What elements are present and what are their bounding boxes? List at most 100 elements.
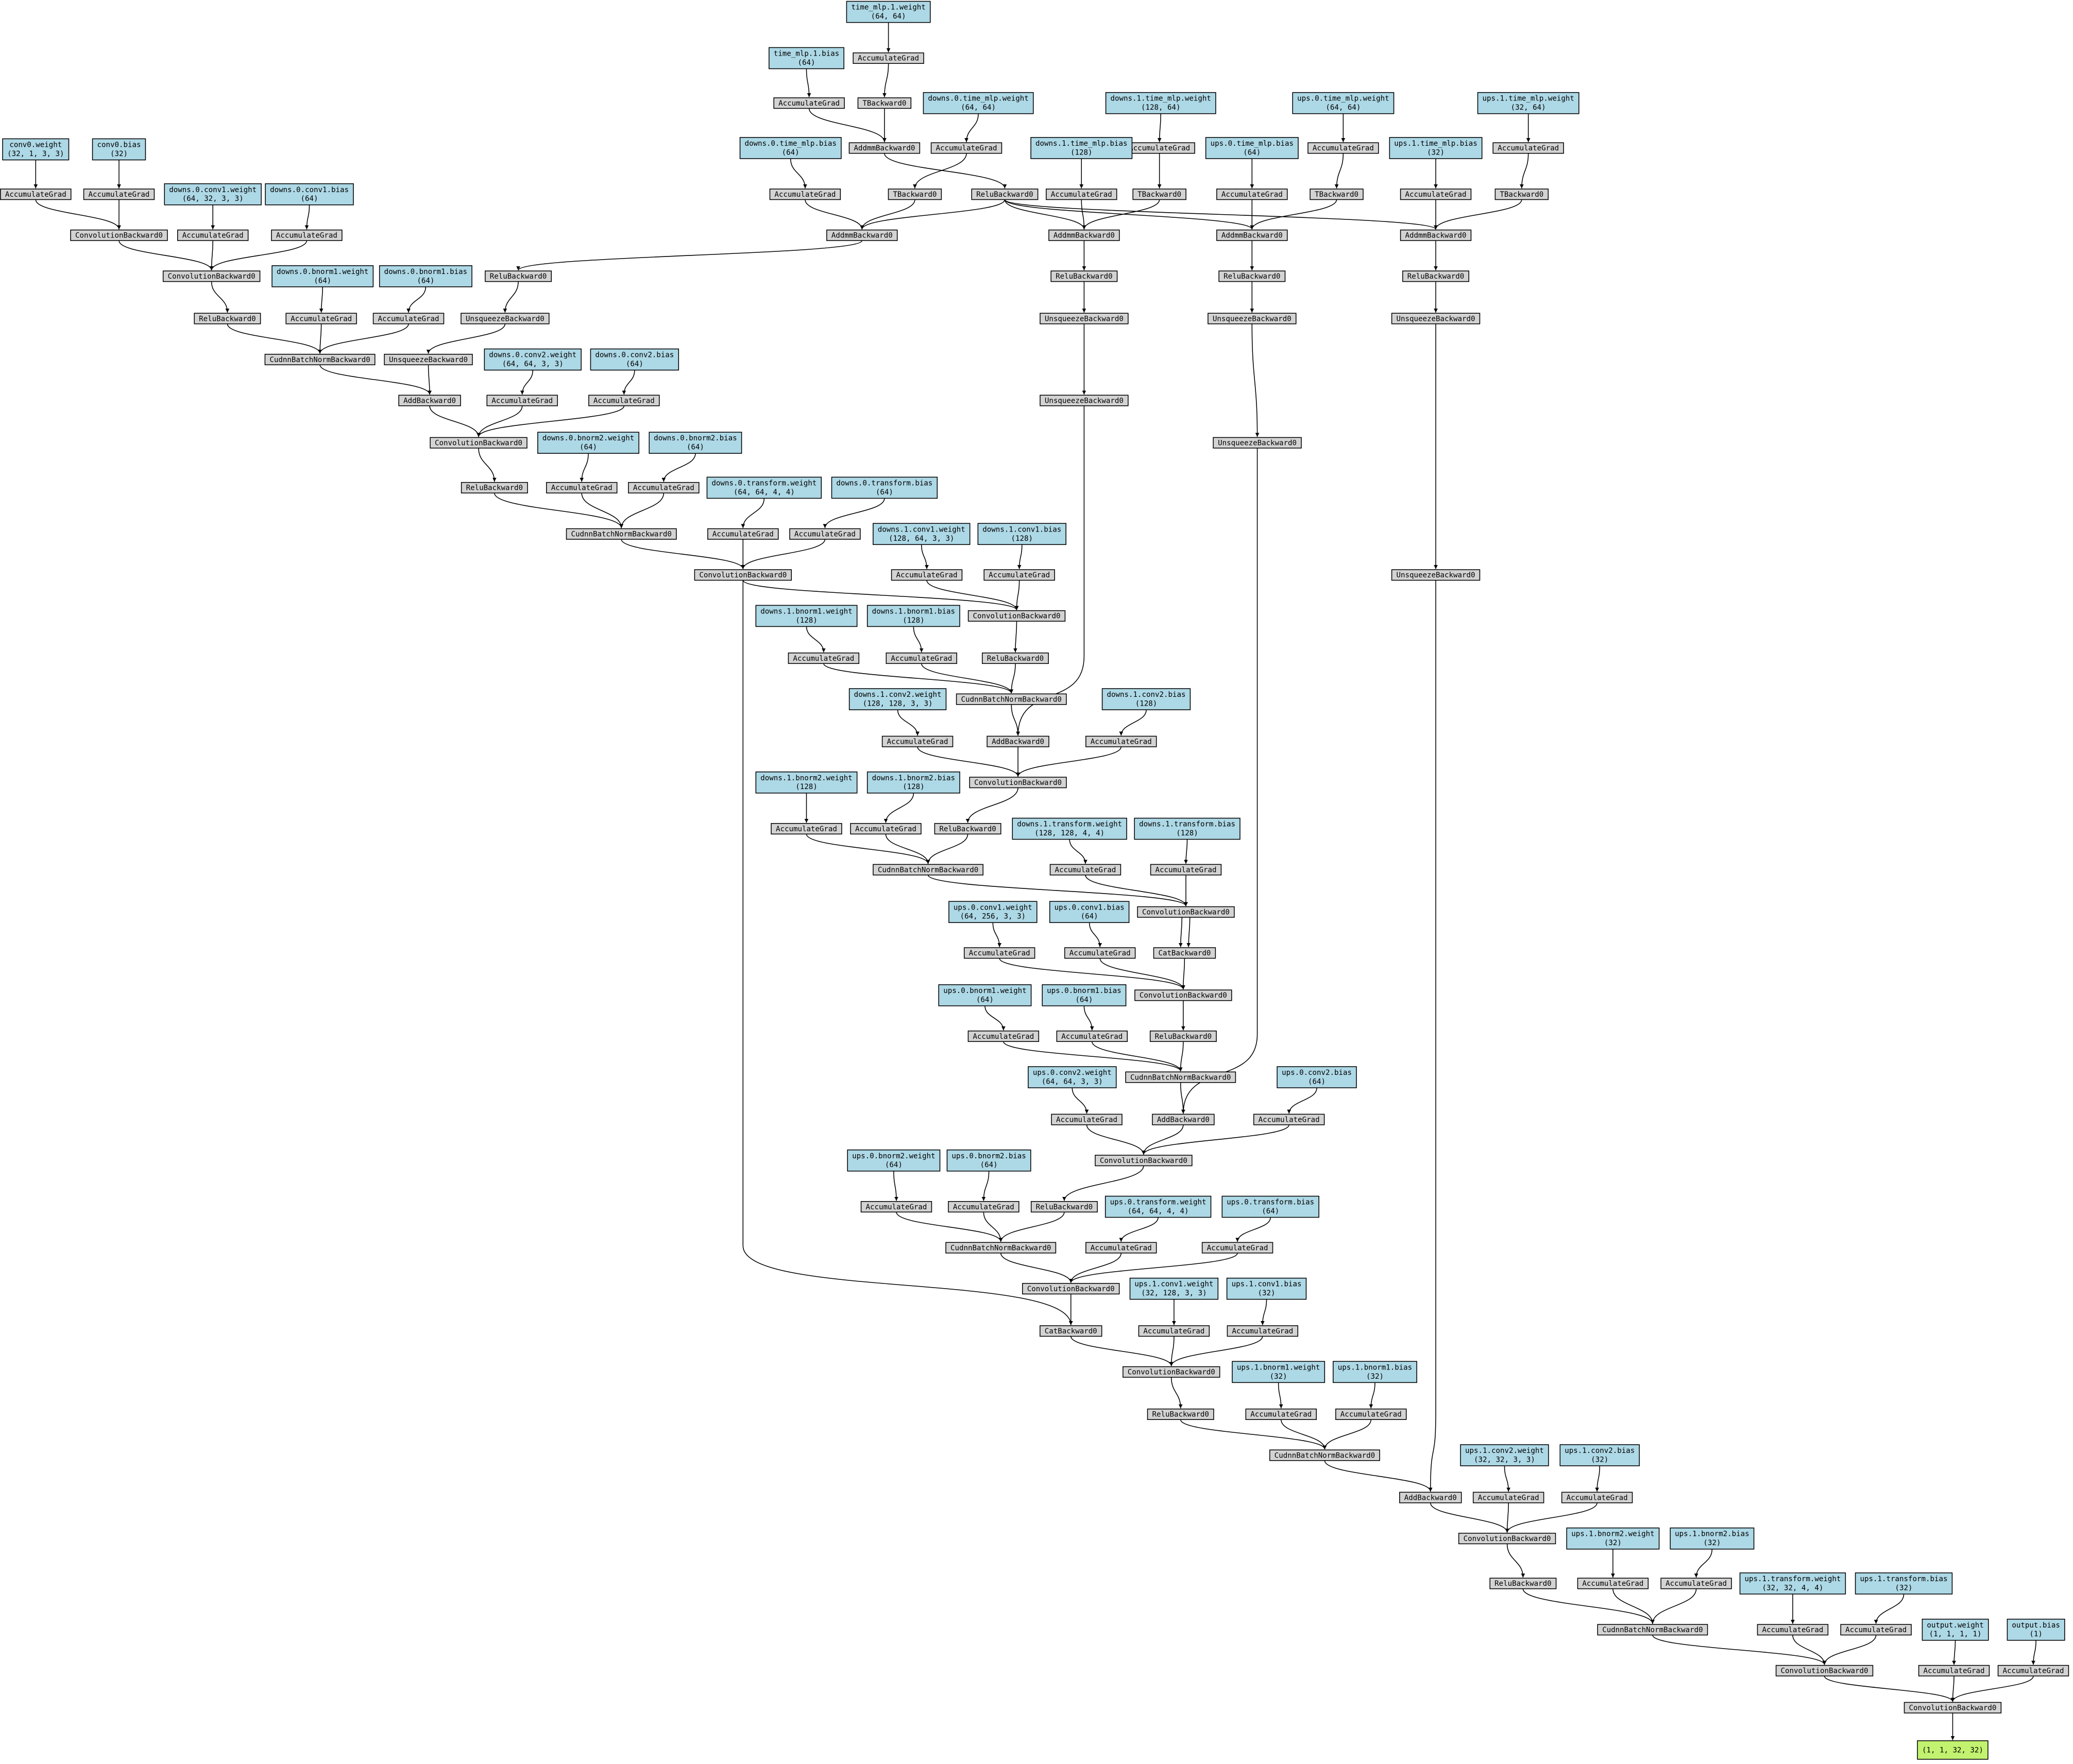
edge [318,323,409,354]
node-label: AccumulateGrad [989,571,1050,579]
param-node [923,92,1034,114]
param-node [948,901,1038,923]
edge [860,199,1006,230]
node-shape: (64) [301,195,318,203]
node-shape: (32, 32, 4, 4) [1762,1584,1823,1592]
node-label: AddmmBackward0 [1221,232,1283,240]
edge [1287,1087,1317,1114]
node-label: ups.0.conv1.weight [954,903,1032,912]
node-shape: (64) [782,148,800,157]
node-shape: (64, 64) [871,12,906,21]
op-node [1577,1578,1649,1589]
node-label: AccumulateGrad [1478,1494,1539,1502]
node-label: AccumulateGrad [1129,144,1190,152]
edge [494,493,623,528]
edge [429,405,481,437]
node-label: AccumulateGrad [1250,1411,1312,1419]
op-node [1153,947,1216,959]
op-node [1056,1030,1128,1042]
edge [1522,1588,1655,1624]
edge [1169,1336,1175,1366]
node-label: ups.1.bnorm1.weight [1237,1363,1320,1372]
node-shape: (64) [885,1161,903,1169]
edge [520,370,534,395]
edge [1072,1088,1089,1114]
node-shape: (64, 64, 4, 4) [734,488,795,496]
edge [806,68,811,97]
edge [1505,1502,1509,1533]
node-shape: (64, 64, 4, 4) [1128,1207,1189,1215]
param-node [873,523,971,545]
node-label: TBackward0 [862,99,906,108]
node-label: ups.1.conv2.bias [1565,1447,1635,1455]
op-node [1040,1325,1102,1337]
op-node [1335,1408,1407,1420]
node-label: AccumulateGrad [1498,144,1559,152]
node-shape: (64, 256, 3, 3) [960,913,1026,921]
op-node [271,229,343,241]
edge [516,240,863,271]
op-node [1307,142,1379,154]
param-node [1277,1066,1357,1088]
edge [1180,1419,1327,1450]
node-shape: (128, 128, 3, 3) [863,700,933,708]
node-shape: (32, 32, 3, 3) [1474,1455,1535,1464]
edge [661,453,696,482]
node-label: AccumulateGrad [887,738,948,746]
node-label: AccumulateGrad [1069,949,1131,957]
edge [1652,1635,1827,1665]
output-node [1917,1740,1989,1760]
node-label: AccumulateGrad [1143,1327,1204,1335]
node-label: downs.0.conv2.weight [489,351,576,359]
edge [1824,1675,1955,1702]
op-node [956,693,1067,705]
node-label: (1, 1, 32, 32) [1922,1746,1983,1755]
node-shape: (64) [1081,913,1098,921]
node-label: downs.1.bnorm2.weight [760,774,852,782]
edge [478,448,497,482]
edge [477,405,523,437]
node-label: downs.0.time_mlp.bias [744,140,836,148]
edge [1004,199,1438,230]
param-node [1129,1277,1219,1300]
param-node [1559,1444,1640,1466]
op-node [461,313,550,324]
edge [209,240,308,271]
param-node [1042,984,1127,1006]
param-node [1477,92,1579,114]
edge [1428,580,1436,1492]
op-node [430,437,528,449]
param-node [484,348,582,371]
node-label: AccumulateGrad [1156,866,1217,874]
op-node [769,189,841,200]
edge [1694,1549,1713,1578]
node-label: AccumulateGrad [1207,1244,1268,1252]
node-label: AccumulateGrad [858,55,919,63]
node-label: downs.0.bnorm2.bias [654,434,737,442]
edge [897,710,920,736]
op-node [1216,189,1288,200]
param-node [590,348,679,371]
op-node [1064,947,1136,959]
node-label: downs.0.bnorm2.weight [542,434,634,442]
node-shape: (32) [1703,1539,1721,1547]
node-label: CudnnBatchNormBackward0 [269,356,370,364]
edge [742,580,1073,1325]
op-node [1391,569,1481,581]
edge [1651,1588,1697,1624]
node-label: ups.0.conv2.weight [1033,1069,1112,1077]
edge [209,241,214,270]
node-label: AccumulateGrad [855,825,916,833]
edge [622,370,635,395]
op-node [1472,1492,1544,1503]
node-label: CudnnBatchNormBackward0 [1275,1451,1375,1460]
edge [1081,199,1086,230]
node-label: CatBackward0 [1158,949,1211,957]
op-node [1051,1114,1123,1125]
param-node [1670,1527,1755,1550]
param-node [977,523,1066,545]
node-label: AccumulateGrad [1845,1626,1907,1634]
node-label: AccumulateGrad [793,655,854,663]
op-node [1137,906,1235,918]
op-node [983,569,1055,581]
